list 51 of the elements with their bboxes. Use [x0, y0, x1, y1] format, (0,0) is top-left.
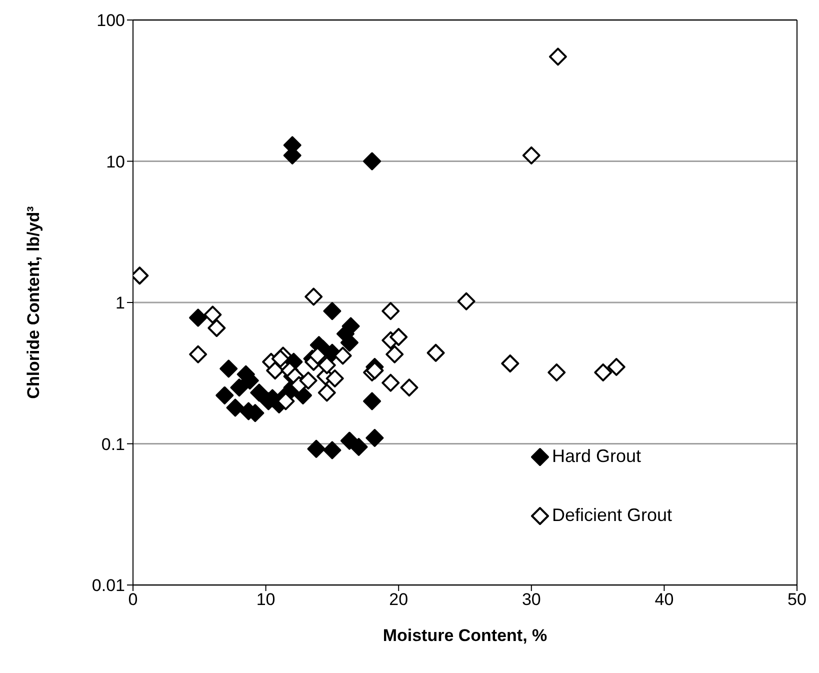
point	[208, 318, 226, 337]
point	[304, 288, 323, 306]
point	[271, 350, 290, 368]
point	[386, 345, 404, 364]
point	[501, 354, 520, 372]
x-tick-label: 20	[389, 590, 408, 610]
point	[548, 48, 567, 66]
y-axis-title: Chloride Content, lb/yd³	[24, 206, 44, 399]
y-tick-label: 1	[116, 294, 125, 313]
y-tick-label: 100	[96, 11, 125, 30]
x-tick-label: 50	[788, 590, 806, 610]
x-axis-title: Moisture Content, %	[382, 626, 548, 645]
point	[382, 374, 400, 392]
point	[426, 344, 445, 362]
y-tick-label: 0.1	[101, 434, 125, 454]
point	[382, 302, 400, 320]
point	[250, 384, 268, 402]
x-tick-label: 10	[256, 590, 276, 610]
x-tick-label: 40	[654, 590, 674, 610]
point	[522, 146, 540, 164]
x-tick-label: 30	[522, 590, 541, 610]
y-tick-label: 10	[106, 152, 125, 172]
point	[363, 152, 382, 170]
point	[350, 438, 368, 456]
point	[323, 302, 342, 320]
point	[299, 372, 318, 390]
legend-label: Hard Grout	[552, 446, 642, 467]
point	[307, 440, 326, 458]
y-tick-label: 0.01	[92, 576, 125, 596]
legend-label: Deficient Grout	[552, 505, 672, 526]
point	[226, 398, 244, 417]
point	[230, 378, 248, 397]
point	[607, 358, 626, 376]
point	[204, 306, 222, 324]
x-tick-label: 0	[128, 590, 138, 610]
point	[216, 386, 234, 404]
point	[366, 428, 384, 447]
point	[189, 345, 208, 364]
point	[220, 360, 238, 378]
point	[323, 441, 342, 460]
point	[318, 384, 336, 402]
point	[457, 292, 476, 310]
point	[594, 363, 612, 382]
point	[318, 356, 336, 374]
point	[548, 363, 566, 382]
point	[363, 392, 382, 410]
point	[390, 328, 408, 346]
point	[266, 362, 284, 380]
point	[326, 369, 344, 388]
point	[189, 308, 208, 327]
point	[400, 378, 418, 397]
